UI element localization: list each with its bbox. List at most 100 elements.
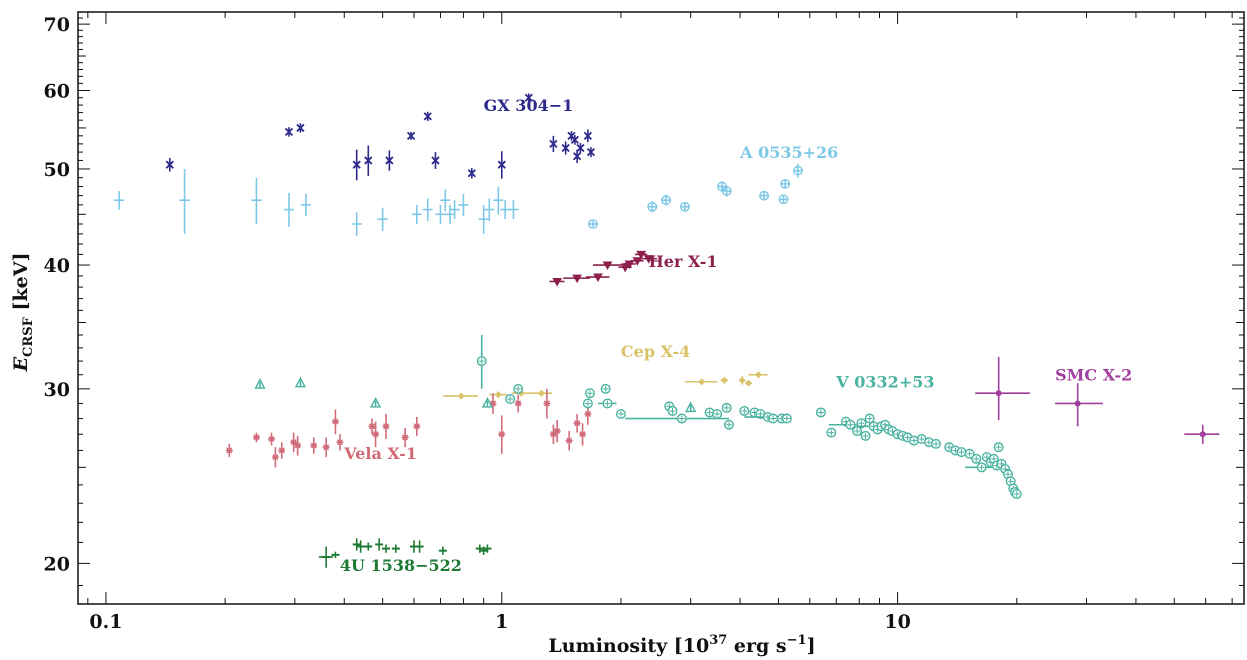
data-point (930, 438, 941, 449)
data-point (294, 435, 302, 456)
marker-triangle-down (636, 250, 647, 260)
marker-circle-plus (741, 407, 748, 414)
marker-dot (1199, 431, 1206, 438)
marker-circle-plus (983, 454, 990, 461)
series-layer (114, 93, 1220, 568)
data-point (630, 257, 644, 266)
data-point (356, 540, 365, 553)
data-point (165, 157, 174, 172)
marker-circle-plus (678, 415, 685, 422)
data-point (382, 544, 391, 553)
x-tick-label: 1 (495, 611, 508, 633)
data-point (401, 427, 409, 448)
marker-cross (406, 131, 416, 140)
data-point (489, 391, 507, 399)
data-point (720, 376, 729, 384)
marker-circle-plus (817, 409, 824, 416)
marker-asterisk (225, 447, 233, 454)
marker-asterisk (372, 431, 380, 438)
marker-cross (296, 123, 305, 133)
marker-cross (352, 160, 361, 169)
marker-circle-plus (714, 410, 721, 417)
data-point (351, 212, 362, 236)
data-point (415, 540, 424, 553)
data-point (684, 378, 718, 386)
data-point (1184, 424, 1220, 444)
data-point (413, 417, 421, 436)
data-point (721, 402, 732, 413)
data-point (971, 453, 982, 464)
data-point (584, 388, 595, 399)
data-point (579, 423, 587, 446)
data-point (251, 177, 262, 224)
marker-diamond (494, 391, 502, 399)
marker-circle-plus (706, 409, 713, 416)
data-point (467, 168, 476, 179)
data-point (667, 405, 678, 416)
data-point (114, 191, 125, 210)
y-tick-label: 30 (44, 379, 70, 401)
marker-triangle (684, 401, 697, 413)
data-point (549, 277, 565, 287)
marker-circle-plus (602, 385, 609, 392)
data-point (778, 194, 789, 205)
marker-diamond (738, 376, 746, 384)
data-point (478, 204, 489, 234)
marker-asterisk (565, 437, 573, 444)
marker-cross (284, 127, 294, 137)
data-point (622, 260, 636, 269)
marker-dot (1074, 400, 1081, 407)
marker-triangle-down (593, 273, 603, 283)
marker-triangle (254, 378, 266, 389)
marker-diamond (744, 379, 752, 387)
data-point (993, 442, 1004, 453)
data-point (225, 443, 233, 458)
marker-asterisk (543, 400, 551, 407)
data-point (368, 418, 376, 435)
data-point (570, 135, 580, 145)
series-4u-1538-522 (318, 538, 492, 568)
data-point (352, 538, 361, 551)
data-point (759, 190, 770, 201)
data-point (856, 418, 867, 429)
y-tick-label: 50 (44, 159, 70, 181)
data-point (975, 357, 1031, 421)
marker-triangle-down (552, 277, 563, 287)
marker-cross (561, 143, 570, 153)
data-point (1011, 488, 1022, 499)
marker-asterisk (401, 434, 409, 441)
marker-circle-plus (757, 410, 764, 417)
marker-cross (364, 156, 373, 165)
marker-diamond (720, 376, 728, 384)
marker-circle-plus (973, 455, 980, 462)
data-point (331, 551, 340, 559)
data-point (592, 261, 621, 271)
data-point (391, 544, 400, 553)
marker-asterisk (322, 444, 330, 451)
x-tick-label: 0.1 (89, 611, 122, 633)
y-tick-label: 40 (44, 255, 70, 277)
data-point (445, 204, 456, 224)
data-point (563, 274, 590, 284)
data-point (585, 273, 610, 283)
marker-asterisk (294, 442, 302, 449)
data-point (625, 413, 730, 424)
data-point (483, 544, 492, 553)
marker-circle-plus (932, 440, 939, 447)
data-point (382, 413, 390, 440)
marker-asterisk (514, 400, 522, 407)
marker-diamond (754, 371, 762, 379)
marker-asterisk (336, 439, 344, 446)
series-label-cep-x-4: Cep X-4 (621, 342, 690, 361)
marker-cross (583, 131, 593, 140)
data-point (438, 546, 447, 555)
data-point (458, 193, 469, 217)
data-point (679, 201, 690, 212)
marker-cross (165, 160, 174, 169)
data-point (916, 434, 927, 445)
marker-circle-plus (866, 415, 873, 422)
marker-triangle-down (624, 260, 635, 269)
series-gx-304-1 (165, 93, 596, 181)
marker-triangle (294, 376, 307, 388)
data-point (283, 192, 294, 227)
